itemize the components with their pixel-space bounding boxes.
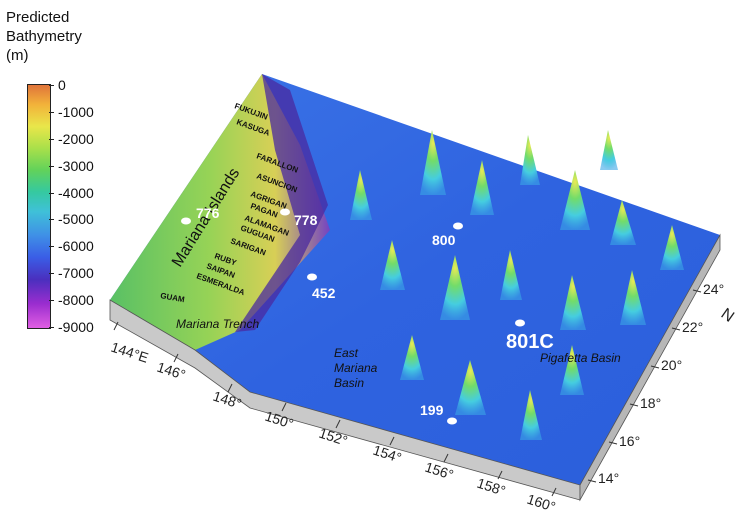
lon-label-146: 146° — [155, 359, 187, 383]
label-east-mariana-1: East — [334, 346, 359, 360]
colorbar-tick-label: -6000 — [58, 238, 94, 255]
legend-title-line3: (m) — [6, 47, 29, 64]
lat-label-16: 16° — [619, 433, 640, 449]
site-801c-label: 801C — [506, 331, 554, 353]
colorbar-tick-mark — [49, 300, 54, 302]
lon-label-144: 144°E — [109, 339, 150, 366]
lat-label-14: 14° — [598, 470, 619, 486]
lat-label-18: 18° — [640, 395, 661, 411]
legend-title-line1: Predicted — [6, 9, 70, 26]
mariana-trench-band — [235, 74, 328, 332]
colorbar-tick-label: -3000 — [58, 157, 94, 174]
colorbar-tick-label: -8000 — [58, 292, 94, 309]
lat-label-22: 22° — [682, 319, 703, 335]
colorbar-tick-mark — [49, 246, 54, 248]
colorbar-tick-mark — [49, 273, 54, 275]
colorbar-tick-mark — [49, 192, 54, 194]
label-pigafetta: Pigafetta Basin — [540, 351, 621, 365]
right-wall — [579, 233, 721, 502]
legend-title-line2: Bathymetry — [6, 28, 82, 45]
colorbar-tick-mark — [49, 138, 54, 140]
site-800-label: 800 — [432, 232, 456, 248]
site-199-marker[interactable] — [447, 417, 457, 425]
site-776-label: 776 — [196, 205, 220, 221]
colorbar-tick-mark — [49, 327, 54, 328]
colorbar-tick-mark — [49, 85, 54, 86]
lat-axis-title: N — [718, 305, 737, 326]
colorbar-tick-mark — [49, 165, 54, 167]
site-801c-marker[interactable] — [515, 319, 525, 327]
colorbar-tick-label: -4000 — [58, 184, 94, 201]
site-452-marker[interactable] — [307, 273, 317, 281]
colorbar-tick-label: -5000 — [58, 211, 94, 228]
island-guam: GUAM — [160, 291, 186, 304]
site-452-label: 452 — [312, 285, 336, 301]
lat-label-24: 24° — [703, 281, 724, 297]
label-east-mariana-2: Mariana — [334, 361, 378, 375]
site-776-marker[interactable] — [181, 217, 191, 225]
colorbar-tick-mark — [49, 111, 54, 113]
legend-title: Predicted Bathymetry (m) — [6, 8, 82, 65]
lat-label-20: 20° — [661, 357, 682, 373]
label-mariana-trench: Mariana Trench — [176, 317, 259, 331]
site-800-marker[interactable] — [453, 222, 463, 230]
colorbar-tick-label: -7000 — [58, 265, 94, 282]
site-778-marker[interactable] — [280, 208, 290, 216]
seamounts — [350, 130, 684, 440]
colorbar-tick-label: -9000 — [58, 319, 94, 335]
depth-colorbar — [27, 84, 51, 329]
colorbar-tick-label: -1000 — [58, 103, 94, 120]
label-east-mariana-3: Basin — [334, 376, 364, 390]
colorbar-tick-mark — [49, 219, 54, 221]
colorbar-tick-label: -2000 — [58, 130, 94, 147]
site-778-label: 778 — [294, 212, 318, 228]
site-199-label: 199 — [420, 402, 444, 418]
colorbar-tick-label: 0 — [58, 77, 66, 93]
